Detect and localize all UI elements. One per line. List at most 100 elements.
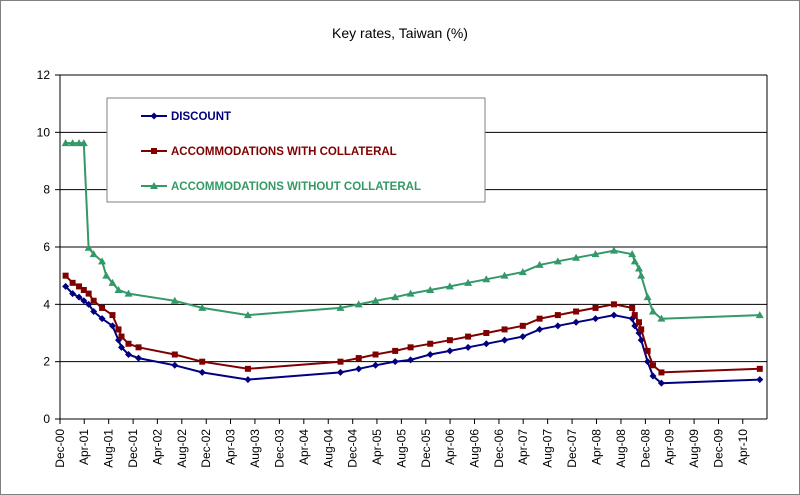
data-point xyxy=(108,278,117,286)
y-tick-label: 2 xyxy=(43,355,50,369)
x-tick-label: Aug-08 xyxy=(614,429,628,468)
data-point xyxy=(483,330,490,336)
data-point xyxy=(501,326,508,333)
series-0 xyxy=(62,282,764,387)
data-point xyxy=(124,289,133,297)
data-point xyxy=(62,282,70,290)
chart-title: Key rates, Taiwan (%) xyxy=(332,25,468,41)
data-point xyxy=(427,340,434,347)
data-point xyxy=(649,307,658,315)
y-tick-label: 0 xyxy=(43,412,50,426)
data-point xyxy=(644,358,652,366)
data-point xyxy=(69,279,76,286)
x-tick-label: Apr-09 xyxy=(663,429,677,465)
data-point xyxy=(135,344,142,351)
data-point xyxy=(98,257,107,265)
data-point xyxy=(609,246,618,254)
data-point xyxy=(76,283,83,290)
data-point xyxy=(426,286,435,293)
x-tick-label: Apr-04 xyxy=(297,429,311,465)
data-point xyxy=(150,182,158,189)
data-point xyxy=(109,312,116,319)
series-line xyxy=(64,274,760,374)
x-tick-label: Apr-01 xyxy=(77,429,91,465)
data-point xyxy=(115,326,122,333)
data-point xyxy=(573,308,580,315)
data-point xyxy=(756,376,764,384)
x-tick-label: Aug-09 xyxy=(687,429,701,468)
data-point xyxy=(446,347,454,355)
x-tick-label: Dec-06 xyxy=(492,429,506,468)
series-1 xyxy=(62,272,763,376)
data-point xyxy=(591,250,600,258)
x-tick-label: Dec-00 xyxy=(53,429,67,468)
data-point xyxy=(125,351,133,358)
data-point xyxy=(372,361,380,369)
data-point xyxy=(79,139,88,147)
data-point xyxy=(355,355,362,362)
data-point xyxy=(554,322,562,330)
x-tick-label: Dec-04 xyxy=(346,429,360,468)
x-tick-label: Aug-05 xyxy=(394,429,408,468)
data-point xyxy=(108,322,116,330)
x-tick-label: Apr-07 xyxy=(516,429,530,465)
data-point xyxy=(638,326,645,333)
x-tick-label: Apr-05 xyxy=(370,429,384,465)
data-point xyxy=(89,250,98,258)
data-point xyxy=(371,296,380,304)
axis-layer: 0 2 4 6 8 10 12 Dec-00 Apr-01 Aug-01 Dec-01 Apr-02 A… xyxy=(37,68,768,468)
data-point xyxy=(554,312,561,319)
data-point xyxy=(99,304,106,311)
data-point xyxy=(446,337,453,344)
data-point xyxy=(629,304,636,311)
y-tick-label: 10 xyxy=(37,125,51,139)
data-point xyxy=(125,340,132,347)
data-point xyxy=(336,368,344,376)
x-tick-label: Apr-03 xyxy=(223,429,237,465)
data-point xyxy=(171,351,178,358)
data-point xyxy=(69,290,77,298)
data-point xyxy=(657,314,666,322)
data-point xyxy=(536,315,543,322)
data-point xyxy=(658,369,665,376)
data-point xyxy=(536,325,544,333)
data-point xyxy=(170,296,179,304)
data-point xyxy=(634,264,643,272)
data-point xyxy=(755,311,764,319)
data-point xyxy=(644,347,651,354)
data-point xyxy=(90,297,97,304)
data-point xyxy=(592,315,600,323)
data-point xyxy=(85,290,92,297)
data-point xyxy=(482,340,490,348)
x-tick-label: Apr-10 xyxy=(736,429,750,465)
x-tick-label: Dec-03 xyxy=(272,429,286,468)
x-tick-label: Aug-03 xyxy=(248,429,262,468)
data-point xyxy=(391,358,399,366)
x-tick-label: Dec-09 xyxy=(712,429,726,468)
legend: DISCOUNT ACCOMMODATIONS WITH COLLATERAL AC… xyxy=(106,97,486,203)
data-point xyxy=(102,271,111,279)
data-point xyxy=(406,289,415,297)
data-point xyxy=(643,293,652,301)
data-point xyxy=(198,368,206,376)
data-point xyxy=(135,354,143,362)
data-point xyxy=(80,287,87,293)
y-tick-label: 8 xyxy=(43,183,50,197)
data-point xyxy=(630,257,639,265)
x-tick-label: Apr-06 xyxy=(443,429,457,465)
data-point xyxy=(392,347,399,354)
data-point xyxy=(336,303,345,311)
x-tick-label: Aug-06 xyxy=(468,429,482,468)
data-point xyxy=(354,300,363,308)
data-point xyxy=(61,139,70,147)
data-point xyxy=(610,311,618,319)
data-point xyxy=(118,343,126,351)
x-tick-label: Apr-08 xyxy=(590,429,604,465)
y-tick-label: 4 xyxy=(43,297,50,311)
data-point xyxy=(75,293,83,301)
data-point xyxy=(464,343,472,351)
x-tick-label: Aug-01 xyxy=(102,429,116,468)
legend-item-1: ACCOMMODATIONS WITH COLLATERAL xyxy=(141,146,397,158)
legend-label: ACCOMMODATIONS WITH COLLATERAL xyxy=(171,146,397,158)
data-point xyxy=(118,333,125,340)
